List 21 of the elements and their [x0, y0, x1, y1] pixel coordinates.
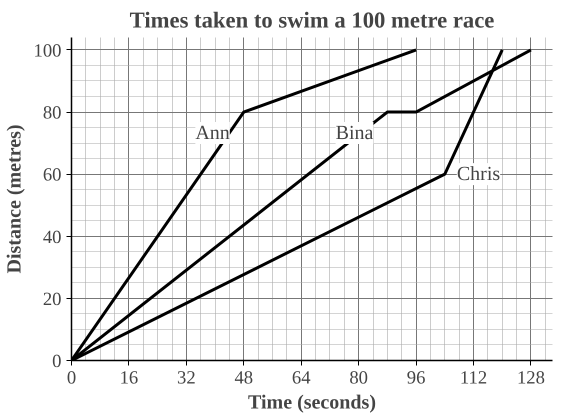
- x-tick-label: 96: [406, 368, 426, 388]
- series-label: Ann: [195, 122, 230, 144]
- x-tick-label: 0: [66, 368, 76, 388]
- x-tick-label: 128: [516, 368, 545, 388]
- y-tick-label: 100: [34, 40, 62, 62]
- x-tick-label: 16: [120, 368, 138, 388]
- chart-title: Times taken to swim a 100 metre race: [130, 8, 494, 32]
- x-axis-title: Time (seconds): [248, 392, 376, 414]
- x-tick-label: 48: [234, 368, 254, 388]
- y-tick-label: 40: [42, 226, 62, 248]
- y-tick-label: 60: [42, 164, 62, 186]
- y-axis-title: Distance (metres): [4, 124, 26, 274]
- x-tick-label: 64: [292, 368, 312, 388]
- x-tick-label: 32: [177, 368, 196, 388]
- x-tick-label: 112: [460, 368, 488, 388]
- series-label: Bina: [336, 122, 374, 144]
- y-tick-label: 80: [42, 102, 62, 124]
- y-tick-label: 0: [52, 351, 62, 372]
- series-label: Chris: [456, 163, 500, 186]
- y-tick-label: 20: [42, 288, 62, 310]
- x-tick-label: 80: [349, 368, 368, 388]
